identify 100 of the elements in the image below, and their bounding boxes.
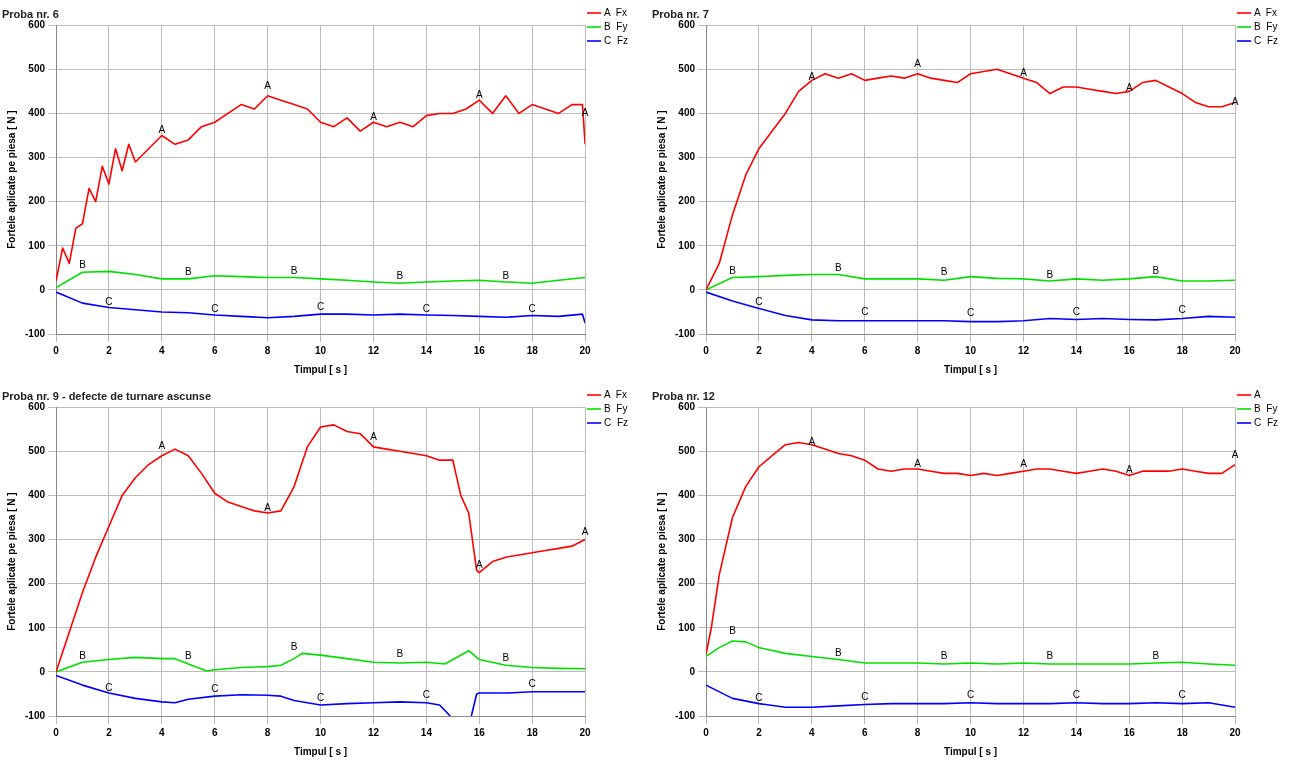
y-tick-label: 300 xyxy=(678,151,696,163)
x-tick-label: 10 xyxy=(965,726,977,738)
y-tick-label: 600 xyxy=(678,400,696,412)
annotation: B xyxy=(290,264,298,276)
y-tick-label: 100 xyxy=(28,621,46,633)
annotation: C xyxy=(316,300,325,312)
annotation: C xyxy=(422,689,430,701)
annotation: B xyxy=(184,266,192,278)
legend-label: B Fy xyxy=(604,20,628,32)
annotation: A xyxy=(1125,464,1133,476)
legend-label: A Fx xyxy=(604,6,627,18)
x-tick-label: 8 xyxy=(264,726,271,738)
annotation: C xyxy=(211,682,219,694)
legend-label: C Fz xyxy=(604,416,628,428)
annotation: A xyxy=(1125,82,1133,94)
y-tick-label: 100 xyxy=(678,239,696,251)
x-tick-label: 18 xyxy=(526,726,539,738)
annotation: C xyxy=(966,689,975,701)
annotation: A xyxy=(914,457,922,469)
chart-title: Proba nr. 9 - defecte de turnare ascunse xyxy=(2,389,212,402)
y-tick-label: -100 xyxy=(675,327,696,339)
annotation: A xyxy=(264,501,272,513)
x-tick-label: 12 xyxy=(367,726,380,738)
y-tick-label: -100 xyxy=(675,709,696,721)
annotation: C xyxy=(966,307,975,319)
y-tick-label: -100 xyxy=(25,327,46,339)
annotation: A xyxy=(1020,457,1028,469)
x-tick-label: 18 xyxy=(1176,344,1189,356)
annotation: B xyxy=(396,269,404,281)
annotation: B xyxy=(940,649,948,661)
x-tick-label: 4 xyxy=(159,344,166,356)
annotation: C xyxy=(755,296,763,308)
annotation: A xyxy=(808,71,816,83)
x-tick-label: 16 xyxy=(473,344,486,356)
x-tick-label: 14 xyxy=(1070,344,1083,356)
y-tick-label: 500 xyxy=(678,445,696,457)
annotation: C xyxy=(861,690,869,702)
annotation: C xyxy=(422,302,430,314)
y-tick-label: 300 xyxy=(28,533,46,545)
y-axis-title: Fortele aplicate pe piesa [ N ] xyxy=(5,110,17,249)
y-axis-title: Fortele aplicate pe piesa [ N ] xyxy=(655,492,667,631)
legend-label: C Fz xyxy=(604,34,628,46)
legend-label: C Fz xyxy=(1254,34,1278,46)
y-axis-title: Fortele aplicate pe piesa [ N ] xyxy=(655,110,667,249)
annotation: A xyxy=(158,440,166,452)
y-tick-label: 0 xyxy=(689,665,696,677)
annotation: B xyxy=(1152,649,1160,661)
annotation: A xyxy=(158,124,166,136)
y-tick-label: 600 xyxy=(28,400,46,412)
x-tick-label: 16 xyxy=(1123,344,1136,356)
annotation: A xyxy=(475,559,483,571)
y-tick-label: 400 xyxy=(28,107,46,119)
y-tick-label: 200 xyxy=(28,577,46,589)
legend-label: B Fy xyxy=(1254,20,1278,32)
legend-label: A xyxy=(1254,388,1262,400)
x-tick-label: 0 xyxy=(53,726,60,738)
annotation: B xyxy=(940,266,948,278)
y-axis-title: Fortele aplicate pe piesa [ N ] xyxy=(5,492,17,631)
annotation: B xyxy=(834,647,842,659)
x-tick-label: 14 xyxy=(420,344,433,356)
legend-label: C Fz xyxy=(1254,416,1278,428)
x-tick-label: 6 xyxy=(211,344,218,356)
x-tick-label: 14 xyxy=(420,726,433,738)
x-tick-label: 2 xyxy=(106,726,113,738)
legend-label: B Fy xyxy=(604,402,628,414)
x-tick-label: 2 xyxy=(756,726,763,738)
x-tick-label: 8 xyxy=(914,726,921,738)
legend-label: A Fx xyxy=(1254,6,1277,18)
y-tick-label: 600 xyxy=(678,18,696,30)
annotation: B xyxy=(502,651,510,663)
annotation: C xyxy=(528,302,536,314)
x-tick-label: 20 xyxy=(1229,726,1242,738)
x-tick-label: 8 xyxy=(914,344,921,356)
annotation: C xyxy=(755,691,763,703)
x-tick-label: 16 xyxy=(1123,726,1136,738)
x-axis-title: Timpul [ s ] xyxy=(943,745,998,757)
annotation: A xyxy=(581,526,589,538)
annotation: A xyxy=(914,58,922,70)
annotation: B xyxy=(502,269,510,281)
annotation: C xyxy=(105,296,113,308)
y-tick-label: 0 xyxy=(39,283,46,295)
x-tick-label: 2 xyxy=(756,344,763,356)
chart-title: Proba nr. 12 xyxy=(652,389,715,402)
y-tick-label: 500 xyxy=(28,445,46,457)
annotation: A xyxy=(264,80,272,92)
x-axis-title: Timpul [ s ] xyxy=(293,745,348,757)
annotation: B xyxy=(729,625,737,637)
annotation: A xyxy=(1231,95,1239,107)
x-tick-label: 2 xyxy=(106,344,113,356)
y-tick-label: 0 xyxy=(689,283,696,295)
x-tick-label: 6 xyxy=(861,726,868,738)
x-tick-label: 14 xyxy=(1070,726,1083,738)
annotation: B xyxy=(1046,649,1054,661)
annotation: A xyxy=(808,435,816,447)
x-tick-label: 12 xyxy=(367,344,380,356)
x-tick-label: 16 xyxy=(473,726,486,738)
annotation: C xyxy=(1072,305,1080,317)
annotation: C xyxy=(528,678,536,690)
x-tick-label: 8 xyxy=(264,344,271,356)
x-tick-label: 6 xyxy=(861,344,868,356)
